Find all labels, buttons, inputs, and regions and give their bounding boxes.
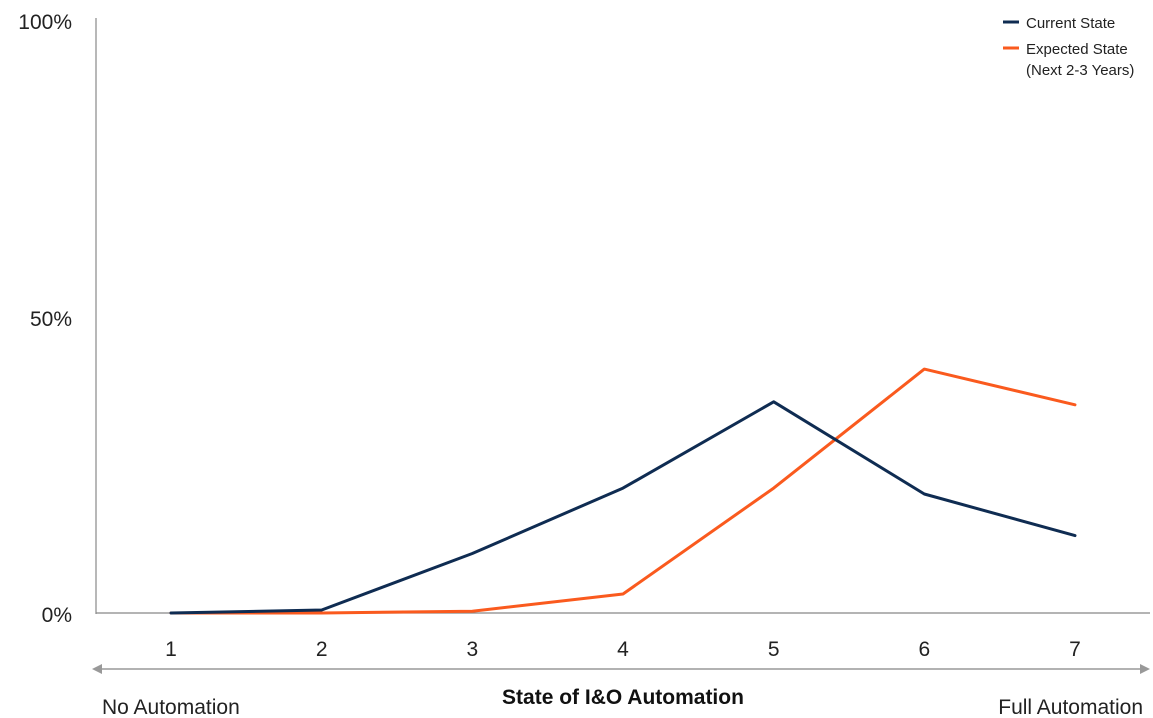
series-layer [169,367,1077,615]
series-line-expected-state [169,367,1077,615]
y-tick-label-0: 0% [42,604,72,627]
arrow-right-head [1140,664,1150,674]
legend: Current State Expected State (Next 2-3 Y… [1003,15,1134,79]
legend-label-current-state: Current State [1026,15,1115,32]
x-tick-label-1: 1 [165,638,177,661]
y-tick-label-100: 100% [18,11,72,34]
arrow-left-head [92,664,102,674]
automation-range-arrow [92,664,1150,674]
x-axis-left-label: No Automation [102,696,240,718]
x-tick-label-5: 5 [768,638,780,661]
legend-label-expected-state: Expected State [1026,41,1128,58]
x-tick-label-2: 2 [316,638,328,661]
x-tick-label-7: 7 [1069,638,1081,661]
series-line-current-state [169,400,1077,615]
x-axis-title: State of I&O Automation [502,686,744,709]
x-tick-label-3: 3 [466,638,478,661]
x-axis-right-label: Full Automation [998,696,1143,718]
x-tick-label-6: 6 [918,638,930,661]
legend-label-expected-state-line2: (Next 2-3 Years) [1026,62,1134,79]
x-tick-labels: 1 2 3 4 5 6 7 [165,638,1081,661]
x-tick-label-4: 4 [617,638,629,661]
y-tick-label-50: 50% [30,308,72,331]
